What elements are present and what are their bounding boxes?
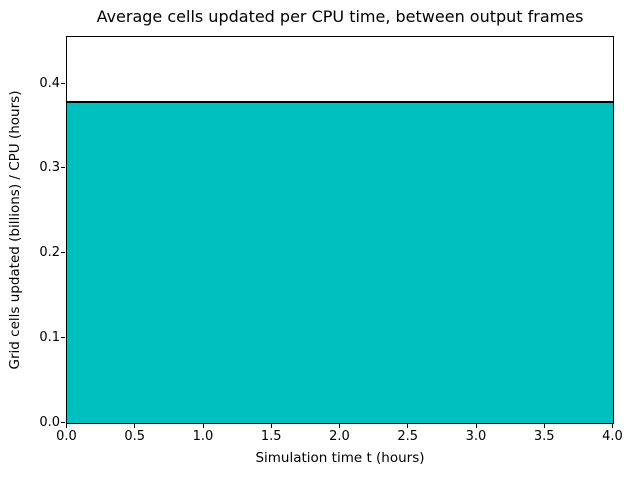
y-tick-mark [61, 252, 65, 254]
y-tick-mark [61, 82, 65, 84]
x-tick-mark [66, 424, 67, 428]
x-tick-label: 2.5 [397, 429, 419, 444]
chart-title: Average cells updated per CPU time, betw… [96, 7, 584, 26]
x-tick-mark [543, 424, 545, 428]
x-tick-mark [339, 424, 340, 428]
x-tick-label: 4.0 [602, 429, 623, 444]
x-tick-label: 2.0 [329, 429, 350, 444]
x-tick-mark [407, 424, 409, 428]
x-tick-label: 3.0 [465, 429, 487, 444]
y-tick-mark [61, 167, 65, 169]
x-tick-mark [612, 424, 613, 428]
x-tick-label: 0.5 [124, 429, 146, 444]
y-tick-label: 0.2 [39, 245, 60, 261]
x-tick-mark [134, 424, 136, 428]
plot-area [66, 36, 614, 424]
x-tick-label: 1.5 [260, 429, 282, 444]
area-fill [67, 100, 613, 423]
x-tick-mark [475, 424, 477, 428]
x-tick-label: 0.0 [56, 429, 77, 444]
x-tick-mark [270, 424, 272, 428]
x-tick-label: 3.5 [533, 429, 555, 444]
x-tick-mark [202, 424, 204, 428]
y-tick-label: 0.0 [39, 415, 60, 430]
y-tick-mark [61, 337, 65, 339]
y-tick-mark [61, 422, 65, 423]
y-tick-label: 0.1 [39, 330, 60, 346]
x-axis-label: Simulation time t (hours) [255, 450, 425, 466]
y-tick-label: 0.3 [39, 160, 60, 176]
y-tick-label: 0.4 [39, 75, 60, 91]
x-tick-label: 1.0 [192, 429, 214, 444]
y-axis-label: Grid cells updated (billions) / CPU (hou… [7, 90, 23, 370]
